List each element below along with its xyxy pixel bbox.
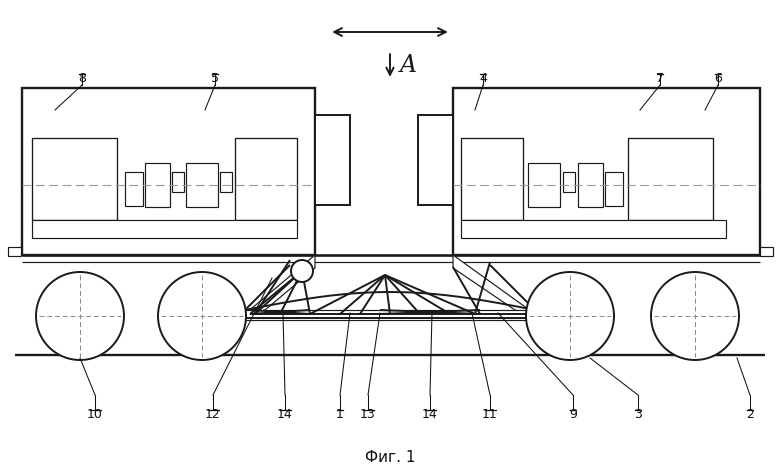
- Bar: [32, 220, 297, 238]
- Polygon shape: [245, 255, 315, 314]
- Bar: [235, 138, 297, 220]
- Bar: [125, 172, 143, 206]
- Bar: [461, 220, 726, 238]
- Bar: [172, 172, 184, 192]
- Bar: [220, 172, 232, 192]
- Circle shape: [651, 272, 739, 360]
- Circle shape: [291, 260, 313, 282]
- Circle shape: [526, 272, 614, 360]
- Bar: [245, 310, 535, 320]
- Bar: [605, 172, 623, 206]
- Text: 1: 1: [336, 408, 344, 421]
- Text: A: A: [400, 54, 417, 76]
- Bar: [628, 138, 713, 220]
- Text: 4: 4: [479, 72, 487, 85]
- Text: 7: 7: [656, 72, 664, 85]
- Bar: [8, 247, 21, 256]
- Text: 11: 11: [482, 408, 498, 421]
- Text: 10: 10: [87, 408, 103, 421]
- Text: 8: 8: [78, 72, 86, 85]
- Bar: [760, 247, 773, 256]
- Bar: [418, 115, 453, 205]
- Polygon shape: [453, 255, 535, 314]
- Text: 13: 13: [360, 408, 376, 421]
- Text: 6: 6: [714, 72, 722, 85]
- Bar: [22, 88, 315, 255]
- Text: 14: 14: [277, 408, 292, 421]
- Bar: [315, 115, 350, 205]
- Text: 5: 5: [211, 72, 219, 85]
- Bar: [563, 172, 575, 192]
- Text: 3: 3: [634, 408, 642, 421]
- Bar: [461, 138, 523, 220]
- Circle shape: [158, 272, 246, 360]
- Bar: [186, 163, 218, 207]
- Bar: [145, 163, 170, 207]
- Text: 14: 14: [422, 408, 438, 421]
- Circle shape: [36, 272, 124, 360]
- Text: 2: 2: [746, 408, 754, 421]
- Text: Фиг. 1: Фиг. 1: [365, 450, 415, 465]
- Bar: [32, 138, 117, 220]
- Bar: [453, 88, 760, 255]
- Text: 9: 9: [569, 408, 577, 421]
- Bar: [528, 163, 560, 207]
- Bar: [578, 163, 603, 207]
- Text: 12: 12: [205, 408, 221, 421]
